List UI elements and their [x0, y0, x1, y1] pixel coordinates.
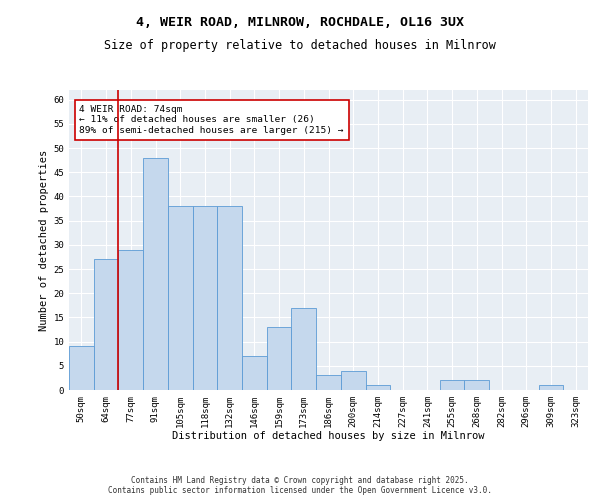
Bar — [292, 308, 316, 390]
Bar — [94, 260, 118, 390]
Text: Contains HM Land Registry data © Crown copyright and database right 2025.
Contai: Contains HM Land Registry data © Crown c… — [108, 476, 492, 495]
Text: Size of property relative to detached houses in Milnrow: Size of property relative to detached ho… — [104, 38, 496, 52]
Bar — [168, 206, 193, 390]
Text: 4, WEIR ROAD, MILNROW, ROCHDALE, OL16 3UX: 4, WEIR ROAD, MILNROW, ROCHDALE, OL16 3U… — [136, 16, 464, 29]
Bar — [267, 327, 292, 390]
Bar — [217, 206, 242, 390]
Y-axis label: Number of detached properties: Number of detached properties — [39, 150, 49, 330]
Bar — [539, 385, 563, 390]
Bar — [118, 250, 143, 390]
Bar — [143, 158, 168, 390]
Bar — [464, 380, 489, 390]
Bar — [365, 385, 390, 390]
Bar — [440, 380, 464, 390]
Bar — [242, 356, 267, 390]
Bar — [341, 370, 365, 390]
Bar — [193, 206, 217, 390]
Bar — [316, 376, 341, 390]
Text: 4 WEIR ROAD: 74sqm
← 11% of detached houses are smaller (26)
89% of semi-detache: 4 WEIR ROAD: 74sqm ← 11% of detached hou… — [79, 105, 344, 135]
Bar — [69, 346, 94, 390]
X-axis label: Distribution of detached houses by size in Milnrow: Distribution of detached houses by size … — [172, 432, 485, 442]
